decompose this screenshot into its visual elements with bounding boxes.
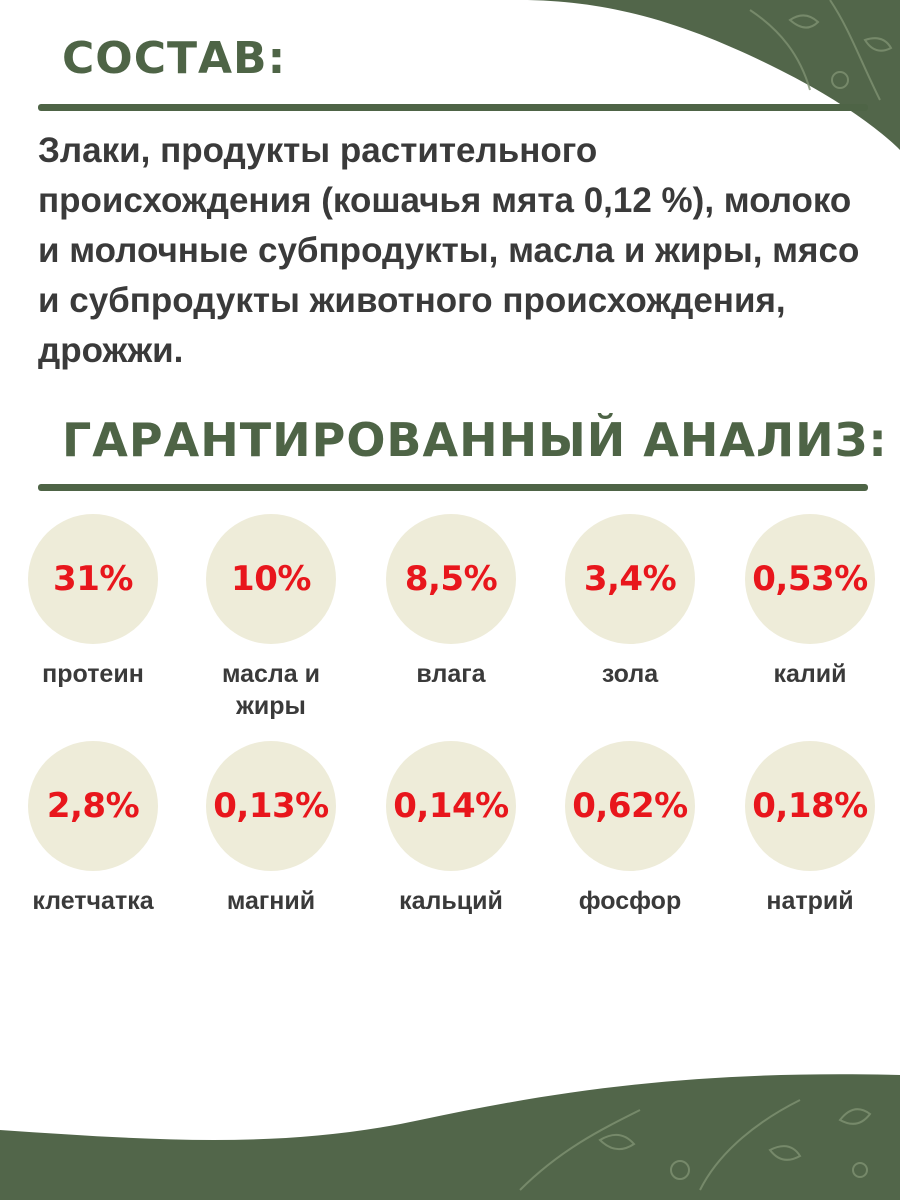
- nutrient-circle: 0,13%: [206, 741, 336, 871]
- nutrient-label: влага: [416, 660, 486, 688]
- nutrient-label: калий: [773, 660, 847, 688]
- nutrient-label: фосфор: [578, 887, 682, 915]
- nutrient-ash: 3,4% зола: [540, 514, 720, 690]
- nutrient-value: 0,53%: [752, 559, 868, 599]
- nutrient-value: 31%: [53, 559, 133, 599]
- top-leaf-decoration: [520, 0, 900, 150]
- nutrient-value: 10%: [231, 559, 311, 599]
- composition-text: Злаки, продукты растительного происхожде…: [38, 131, 860, 370]
- nutrient-label: клетчатка: [32, 887, 154, 915]
- nutrient-label: зола: [601, 660, 659, 688]
- nutrient-magnesium: 0,13% магний: [181, 741, 361, 917]
- nutrient-circle: 2,8%: [28, 741, 158, 871]
- nutrient-value: 0,18%: [752, 786, 868, 826]
- nutrient-label: натрий: [766, 887, 854, 915]
- nutrient-circle: 8,5%: [386, 514, 516, 644]
- nutrient-circle: 3,4%: [565, 514, 695, 644]
- nutrient-calcium: 0,14% кальций: [361, 741, 541, 917]
- analysis-title: ГАРАНТИРОВАННЫЙ АНАЛИЗ:: [62, 413, 888, 467]
- nutrient-moisture: 8,5% влага: [361, 514, 541, 690]
- nutrient-circle: 10%: [206, 514, 336, 644]
- bottom-leaf-decoration: [0, 1074, 900, 1200]
- nutrient-fiber: 2,8% клетчатка: [3, 741, 183, 917]
- nutrient-potassium: 0,53% калий: [720, 514, 900, 690]
- composition-title: СОСТАВ:: [62, 33, 287, 84]
- nutrient-circle: 31%: [28, 514, 158, 644]
- nutrient-protein: 31% протеин: [3, 514, 183, 690]
- nutrient-label: масла и жиры: [221, 660, 321, 720]
- nutrient-circle: 0,53%: [745, 514, 875, 644]
- nutrient-value: 3,4%: [583, 559, 677, 599]
- nutrient-value: 8,5%: [404, 559, 498, 599]
- nutrient-circle: 0,18%: [745, 741, 875, 871]
- nutrient-label: магний: [226, 887, 316, 915]
- nutrient-label: кальций: [399, 887, 503, 915]
- nutrient-label: протеин: [42, 660, 144, 688]
- nutrient-value: 2,8%: [46, 786, 140, 826]
- nutrient-value: 0,14%: [393, 786, 509, 826]
- nutrient-phosphorus: 0,62% фосфор: [540, 741, 720, 917]
- nutrient-circle: 0,14%: [386, 741, 516, 871]
- nutrient-circle: 0,62%: [565, 741, 695, 871]
- composition-divider: [38, 104, 868, 111]
- nutrient-sodium: 0,18% натрий: [720, 741, 900, 917]
- nutrient-value: 0,13%: [213, 786, 329, 826]
- nutrient-value: 0,62%: [572, 786, 688, 826]
- nutrient-oils-fats: 10% масла и жиры: [181, 514, 361, 722]
- analysis-divider: [38, 484, 868, 491]
